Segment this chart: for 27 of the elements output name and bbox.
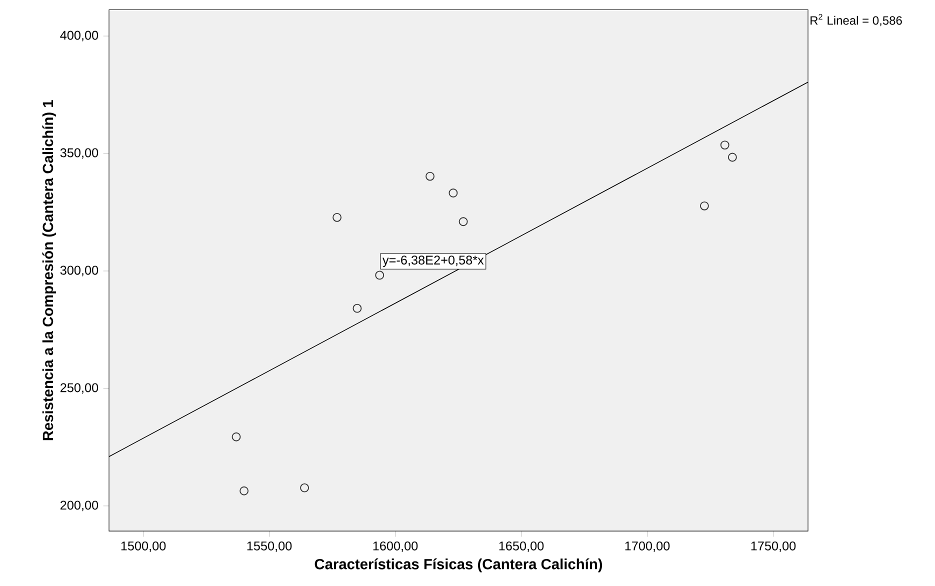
x-tick-label: 1500,00	[121, 541, 166, 552]
point	[720, 140, 730, 150]
point	[458, 217, 468, 226]
annotation: y=-6,38E2+0,58*x	[382, 256, 484, 268]
point	[232, 432, 241, 442]
point	[728, 152, 737, 162]
x-tick-label: 1750,00	[751, 541, 796, 552]
point	[352, 304, 362, 313]
y-tick-label: 400,00	[60, 30, 98, 42]
y-tick-label: 250,00	[60, 383, 98, 394]
x-tick-label: 1700,00	[625, 541, 670, 552]
point	[700, 201, 709, 210]
y-tick-label: 300,00	[60, 266, 98, 276]
x-tick-label: 1600,00	[373, 541, 418, 552]
point	[332, 212, 342, 222]
text: R$^{2}$ Lineal = 0,586	[810, 14, 902, 26]
point	[300, 483, 310, 492]
y-tick-label: 350,00	[60, 148, 98, 159]
x-axis-title: Características Físicas (Cantera Calichín)	[314, 558, 602, 572]
x-tick-label: 1650,00	[499, 541, 544, 552]
x-tick-label: 1550,00	[247, 541, 292, 552]
y-tick-label: 200,00	[60, 500, 98, 512]
point	[375, 270, 384, 280]
y-axis-title: Resistencia a la Compresión (Cantera Calichín) 1	[42, 100, 56, 440]
point	[426, 172, 434, 181]
point	[448, 188, 458, 198]
point	[240, 486, 249, 496]
